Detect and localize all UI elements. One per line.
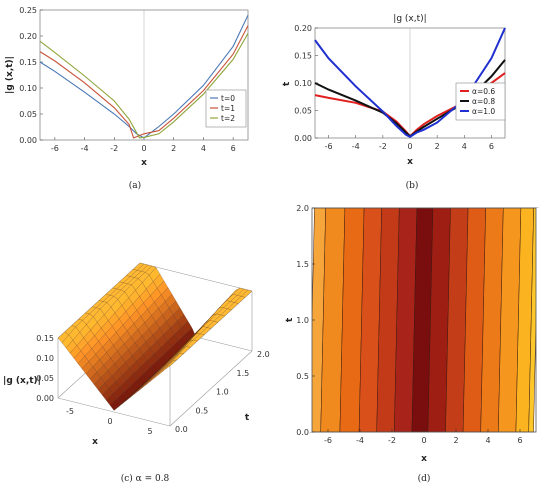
axes-a: -6 -4 -2 0 2 4 6 0.00 0.05 0.10 0.15 0.20 0.25	[19, 6, 236, 153]
axes-c: -5 0 5 0.0 0.5 1.0 1.5 2.0 0.00 0.05 0.10 0.15	[36, 334, 270, 436]
ylabel-a: |g (x,t)|	[5, 56, 15, 94]
x-tick-label: -6	[51, 144, 59, 153]
legend-a: t=0 t=1 t=2	[205, 89, 247, 128]
legend-label-a-t0: t=0	[221, 94, 235, 103]
x-tick-label: 2	[171, 144, 176, 153]
x-tick-label: 2	[453, 436, 458, 445]
y-tick-label: 0.00	[19, 136, 37, 145]
caption-c: (c) α = 0.8	[121, 473, 170, 484]
panel-d: -6 -4 -2 0 2 4 6 0.0 0.5 1.0 1.5 2.0 x t (d)	[285, 204, 542, 484]
box-edge	[57, 397, 171, 427]
y-tick-label: 1.5	[237, 369, 250, 378]
zlabel-c: |g (x,t)|	[3, 376, 41, 386]
x-tick-label: 0	[407, 142, 412, 151]
y-tick-label: 0.10	[294, 79, 312, 88]
surface-patch	[165, 359, 177, 369]
title-b: |g (x,t)|	[393, 14, 426, 24]
y-tick-label: 0.15	[19, 58, 37, 67]
caption-d: (d)	[418, 473, 431, 484]
y-tick-label: 1.0	[216, 388, 229, 397]
series-line-2	[39, 33, 249, 139]
surface-c	[57, 262, 253, 411]
legend-label-b-10: α=1.0	[472, 107, 495, 116]
axes-d: -6 -4 -2 0 2 4 6 0.0 0.5 1.0 1.5 2.0	[296, 204, 522, 445]
x-tick-label: -2	[379, 142, 387, 151]
panel-b: |g (x,t)| -6 -4 -2 0 2 4 6 0.00 0.05 0.10 0.15 0.20…	[282, 14, 506, 191]
legend-label-a-t2: t=2	[221, 114, 235, 123]
x-tick-label: -2	[110, 144, 118, 153]
x-tick-label: -6	[324, 436, 332, 445]
x-tick-label: 6	[517, 436, 522, 445]
y-tick-label: 1.0	[296, 316, 309, 325]
series-line-0	[39, 14, 249, 139]
z-tick-label: 0.05	[36, 374, 54, 383]
xlabel-d: x	[421, 454, 427, 464]
x-tick-label: 0	[141, 144, 146, 153]
y-tick-label: 0.5	[296, 372, 309, 381]
lines-a	[39, 14, 249, 139]
y-tick-label: 0.25	[19, 6, 37, 15]
ylabel-c: t	[245, 413, 250, 423]
y-tick-label: 0.10	[19, 84, 37, 93]
x-tick-label: 0	[107, 417, 112, 426]
y-tick-label: 0.05	[294, 107, 312, 116]
legend-label-b-06: α=0.6	[472, 87, 495, 96]
x-tick-label: 6	[489, 142, 494, 151]
z-tick-label: 0.10	[36, 354, 54, 363]
x-tick-label: 0	[421, 436, 426, 445]
x-tick-label: -4	[356, 436, 364, 445]
panel-a: -6 -4 -2 0 2 4 6 0.00 0.05 0.10 0.15 0.20 0.25 x |g …	[5, 6, 249, 191]
box-edge	[139, 262, 253, 292]
y-tick-label: 0.20	[19, 32, 37, 41]
y-tick-label: 2.0	[257, 350, 270, 359]
xlabel-c: x	[92, 437, 98, 447]
panel-c: -5 0 5 0.0 0.5 1.0 1.5 2.0 0.00 0.05 0.10 0.15 |g (…	[3, 262, 270, 484]
x-tick-label: 4	[485, 436, 490, 445]
ylabel-b: t	[282, 81, 292, 86]
legend-label-a-t1: t=1	[221, 104, 235, 113]
xlabel-a: x	[141, 158, 147, 168]
y-tick-label: 0.05	[19, 110, 37, 119]
y-tick-label: 0.15	[294, 52, 312, 61]
heatmap-d	[306, 207, 542, 433]
y-tick-label: 0.5	[196, 406, 209, 415]
x-tick-label: -5	[66, 407, 74, 416]
y-tick-label: 0.0	[175, 425, 188, 434]
y-tick-label: 0.00	[294, 134, 312, 143]
edge-mask-left	[306, 208, 312, 432]
x-tick-label: 5	[147, 427, 152, 436]
x-tick-label: -4	[81, 144, 89, 153]
x-tick-label: 4	[201, 144, 206, 153]
y-tick-label: 0.0	[296, 428, 309, 437]
legend-b: α=0.6 α=0.8 α=1.0	[455, 82, 506, 121]
z-tick-label: 0.00	[36, 394, 54, 403]
x-tick-label: 6	[231, 144, 236, 153]
caption-a: (a)	[129, 180, 141, 191]
legend-label-b-08: α=0.8	[472, 97, 495, 106]
x-tick-label: 2	[435, 142, 440, 151]
y-tick-label: 1.5	[296, 260, 309, 269]
caption-b: (b)	[406, 180, 419, 191]
x-tick-label: -2	[388, 436, 396, 445]
x-tick-label: -4	[352, 142, 360, 151]
x-tick-label: -6	[325, 142, 333, 151]
y-tick-label: 2.0	[296, 204, 309, 213]
z-tick-label: 0.15	[36, 334, 54, 343]
axes-b: -6 -4 -2 0 2 4 6 0.00 0.05 0.10 0.15 0.20	[294, 24, 494, 151]
y-tick-label: 0.20	[294, 24, 312, 33]
box-edge	[169, 350, 253, 427]
xlabel-b: x	[407, 157, 413, 167]
edge-mask-right	[536, 208, 542, 432]
ylabel-d: t	[285, 317, 295, 322]
x-tick-label: 4	[462, 142, 467, 151]
